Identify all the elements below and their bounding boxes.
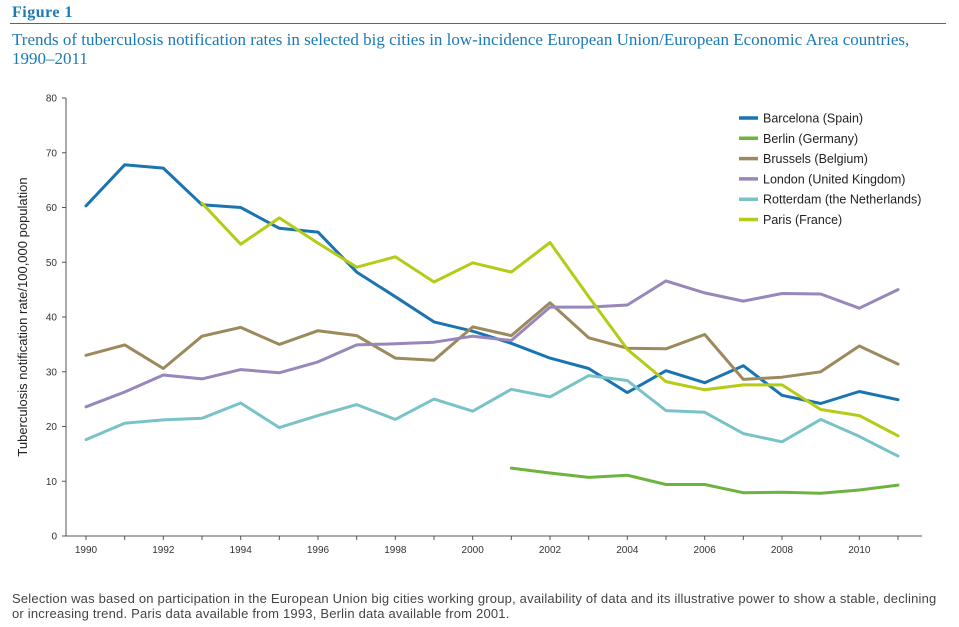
series-line-rotterdam-the-netherlands bbox=[84, 374, 900, 458]
y-tick-label: 20 bbox=[46, 422, 58, 433]
y-tick-label: 70 bbox=[46, 148, 58, 159]
x-tick-label: 1996 bbox=[307, 545, 330, 556]
legend-label: Brussels (Belgium) bbox=[763, 152, 868, 166]
legend-label: London (United Kingdom) bbox=[763, 172, 905, 186]
y-tick-label: 40 bbox=[46, 313, 58, 324]
y-tick-label: 0 bbox=[51, 532, 57, 543]
x-tick-label: 1998 bbox=[384, 545, 407, 556]
x-tick-label: 2006 bbox=[694, 545, 717, 556]
x-tick-label: 2000 bbox=[462, 545, 485, 556]
figure-label: Figure 1 bbox=[12, 4, 74, 21]
figure-note: Selection was based on participation in … bbox=[12, 591, 937, 621]
series-line-paris-france bbox=[200, 201, 900, 438]
series-line-london-united-kingdom bbox=[84, 279, 900, 409]
x-tick-label: 1990 bbox=[75, 545, 98, 556]
x-tick-label: 2002 bbox=[539, 545, 562, 556]
legend-label: Barcelona (Spain) bbox=[763, 112, 863, 126]
x-tick-label: 2008 bbox=[771, 545, 794, 556]
y-tick-label: 10 bbox=[46, 477, 58, 488]
title-divider bbox=[10, 23, 946, 24]
y-tick-label: 30 bbox=[46, 367, 58, 378]
series-line-berlin-germany bbox=[509, 466, 900, 495]
legend-label: Paris (France) bbox=[763, 213, 842, 227]
x-tick-label: 2004 bbox=[616, 545, 639, 556]
x-tick-label: 1994 bbox=[230, 545, 253, 556]
y-tick-label: 60 bbox=[46, 203, 58, 214]
series-line-brussels-belgium bbox=[84, 301, 900, 381]
x-tick-label: 1992 bbox=[152, 545, 175, 556]
y-tick-label: 80 bbox=[46, 94, 58, 105]
legend-label: Berlin (Germany) bbox=[763, 132, 858, 146]
y-axis-title: Tuberculosis notification rate/100,000 p… bbox=[15, 177, 30, 456]
x-tick-label: 2010 bbox=[848, 545, 871, 556]
line-chart: 0 10 20 30 40 50 60 70 80 1990 1992 1994 1996 1998 200… bbox=[15, 94, 922, 556]
legend-label: Rotterdam (the Netherlands) bbox=[763, 193, 921, 207]
figure-title: Trends of tuberculosis notification rate… bbox=[12, 30, 910, 68]
y-tick-label: 50 bbox=[46, 258, 58, 269]
